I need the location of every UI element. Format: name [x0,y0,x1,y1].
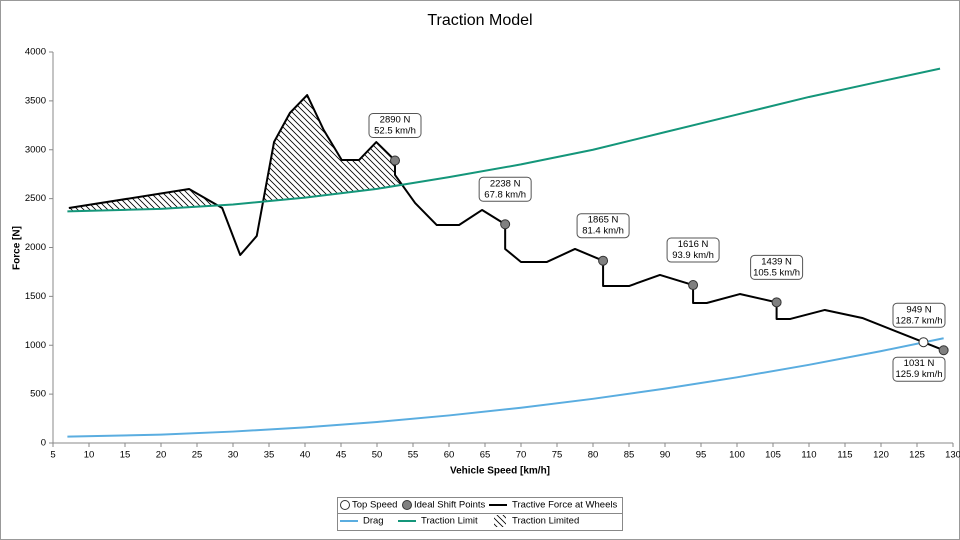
value-label-box [478,176,532,202]
y-tick-label: 3500 [25,95,46,106]
series-line [67,67,941,213]
x-tick-label: 125 [909,450,925,461]
series-marker [771,297,782,308]
y-tick-label: 500 [30,389,46,400]
series-marker [938,345,949,356]
x-tick-label: 105 [765,450,781,461]
x-axis-title: Vehicle Speed [km/h] [450,466,550,477]
x-tick-label: 55 [408,450,419,461]
x-tick-label: 110 [801,450,816,461]
legend-symbol [340,500,350,510]
x-tick-label: 10 [84,450,95,461]
x-tick-label: 60 [444,450,455,461]
x-tick-label: 15 [120,450,131,461]
x-tick-label: 45 [336,450,347,461]
legend-label: Traction Limited [512,516,579,527]
x-tick-label: 85 [624,450,635,461]
value-label-box [576,213,630,239]
y-tick-label: 0 [41,438,46,449]
legend-label: Top Speed [352,500,397,511]
legend-label: Traction Limit [421,516,478,527]
traction-limited-area [68,95,941,212]
legend-label: Tractive Force at Wheels [512,500,617,511]
value-label: 1865 N [588,215,619,226]
value-label: 52.5 km/h [374,126,416,137]
value-label-box [666,237,720,263]
x-tick-label: 50 [372,450,383,461]
x-tick-label: 20 [156,450,167,461]
legend-label: Drag [363,516,384,527]
value-label-box [750,254,804,280]
y-tick-label: 2000 [25,242,46,253]
y-tick-label: 4000 [25,47,46,58]
legend-symbol [402,500,412,510]
value-label: 67.8 km/h [484,189,526,200]
x-tick-label: 100 [729,450,745,461]
y-tick-label: 1000 [25,340,46,351]
x-tick-label: 25 [192,450,203,461]
value-label: 2890 N [380,115,411,126]
x-tick-label: 75 [552,450,563,461]
value-label: 1616 N [678,239,709,250]
value-label: 125.9 km/h [896,369,943,380]
x-tick-label: 35 [264,450,275,461]
value-label: 1439 N [761,256,792,267]
series-marker [688,280,699,291]
value-label: 93.9 km/h [672,250,714,261]
x-tick-label: 70 [516,450,527,461]
x-tick-label: 80 [588,450,599,461]
y-tick-label: 1500 [25,291,46,302]
value-label: 105.5 km/h [753,267,800,278]
x-tick-label: 40 [300,450,311,461]
x-tick-label: 5 [50,450,55,461]
value-label: 2238 N [490,178,521,189]
value-label-box [368,113,422,139]
x-tick-label: 130 [945,450,960,461]
x-tick-label: 95 [696,450,707,461]
y-tick-label: 2500 [25,193,46,204]
value-label: 81.4 km/h [582,226,624,237]
x-tick-label: 30 [228,450,239,461]
legend-label: Ideal Shift Points [414,500,486,511]
x-tick-label: 90 [660,450,671,461]
series-marker [390,155,400,166]
value-label-box [892,302,946,328]
value-label: 128.7 km/h [896,315,943,326]
chart-title: Traction Model [427,12,532,29]
y-tick-label: 3000 [25,144,46,155]
series-marker [918,337,929,348]
series-line [67,337,944,438]
series-line [68,94,945,352]
legend-symbol [494,515,506,527]
y-axis-title: Force [N] [12,226,23,270]
x-tick-label: 115 [837,450,852,461]
series-marker [500,219,511,230]
value-label: 1031 N [904,358,935,369]
value-label: 949 N [906,304,931,315]
x-tick-label: 120 [873,450,889,461]
series-marker [598,255,609,266]
x-tick-label: 65 [480,450,491,461]
value-label-box [892,356,946,382]
